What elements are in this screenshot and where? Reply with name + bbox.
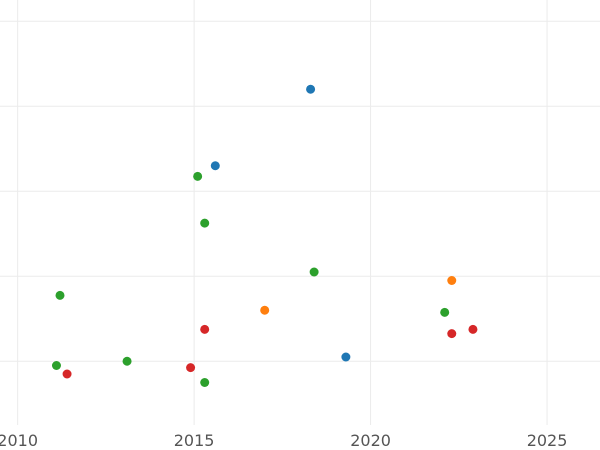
data-point-s0-1 [210,161,220,171]
x-tick-label-2015: 2015 [174,431,215,450]
data-point-s1-1 [260,305,270,315]
data-point-s2-4 [55,290,65,300]
x-axis-tick-labels: 2010 2015 2020 2025 [0,431,567,450]
x-tick-label-2020: 2020 [350,431,391,450]
data-points [51,84,478,387]
data-point-s2-5 [440,307,450,317]
data-point-s2-0 [193,171,203,181]
data-point-s2-2 [309,267,319,277]
data-point-s2-1 [200,218,210,228]
data-point-s0-2 [341,352,351,362]
data-point-s0-0 [306,84,316,94]
data-point-s3-2 [186,363,196,373]
data-point-s3-4 [447,329,457,339]
data-point-s1-0 [447,276,457,285]
grid-lines [0,0,600,425]
data-point-s3-1 [62,369,72,379]
data-point-s3-3 [200,324,210,334]
data-point-s2-8 [200,378,210,387]
data-point-s2-6 [51,361,61,370]
data-point-s3-5 [468,324,478,334]
x-tick-label-2025: 2025 [527,431,568,450]
data-point-s2-7 [122,356,132,366]
x-tick-label-2010: 2010 [0,431,38,450]
